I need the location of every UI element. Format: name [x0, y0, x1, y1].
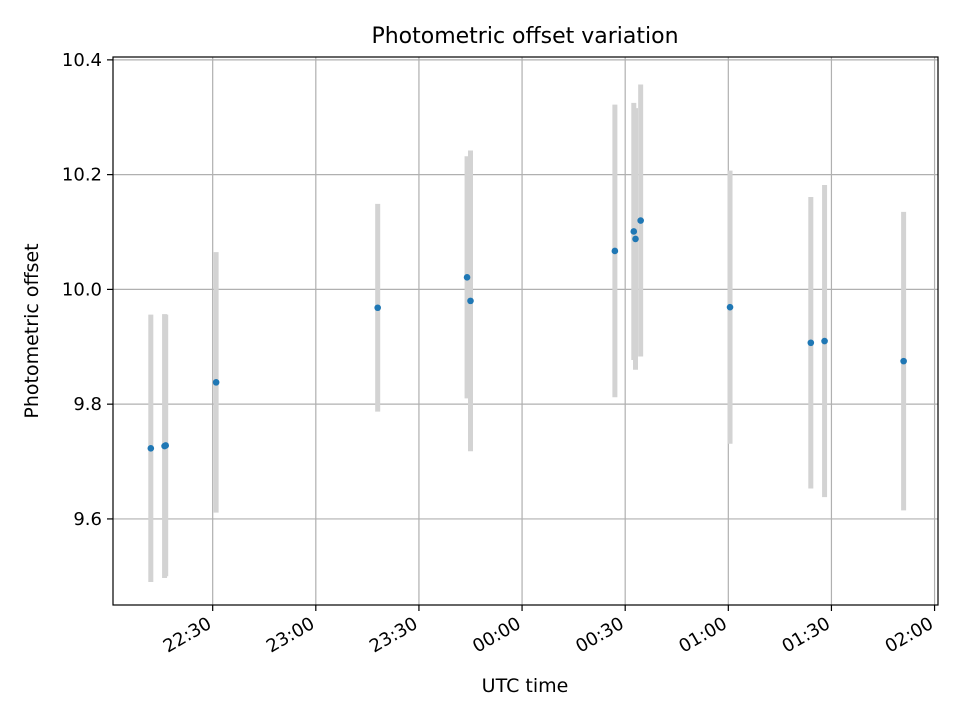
data-point — [900, 357, 907, 365]
data-point — [821, 337, 828, 345]
data-point — [632, 235, 639, 243]
axes-frame — [112, 56, 939, 606]
data-point — [467, 297, 474, 305]
data-point — [807, 339, 815, 347]
data-point — [611, 247, 619, 255]
data-point — [630, 228, 638, 235]
data-point — [637, 217, 644, 224]
y-axis-label: Photometric offset — [21, 243, 43, 418]
data-point — [463, 274, 471, 281]
chart-title: Photometric offset variation — [371, 24, 678, 49]
y-tick-label: 10.2 — [62, 165, 102, 186]
data-point — [374, 304, 381, 312]
y-tick-label: 9.6 — [73, 509, 102, 530]
data-points — [147, 217, 907, 452]
y-tick-label: 10.0 — [62, 279, 102, 300]
data-point — [212, 379, 220, 386]
data-point — [147, 445, 155, 452]
y-tick-label: 10.4 — [62, 50, 102, 71]
y-tick-label: 9.8 — [73, 394, 102, 415]
data-point — [162, 442, 170, 449]
x-axis-label: UTC time — [482, 675, 569, 697]
data-point — [726, 303, 734, 311]
